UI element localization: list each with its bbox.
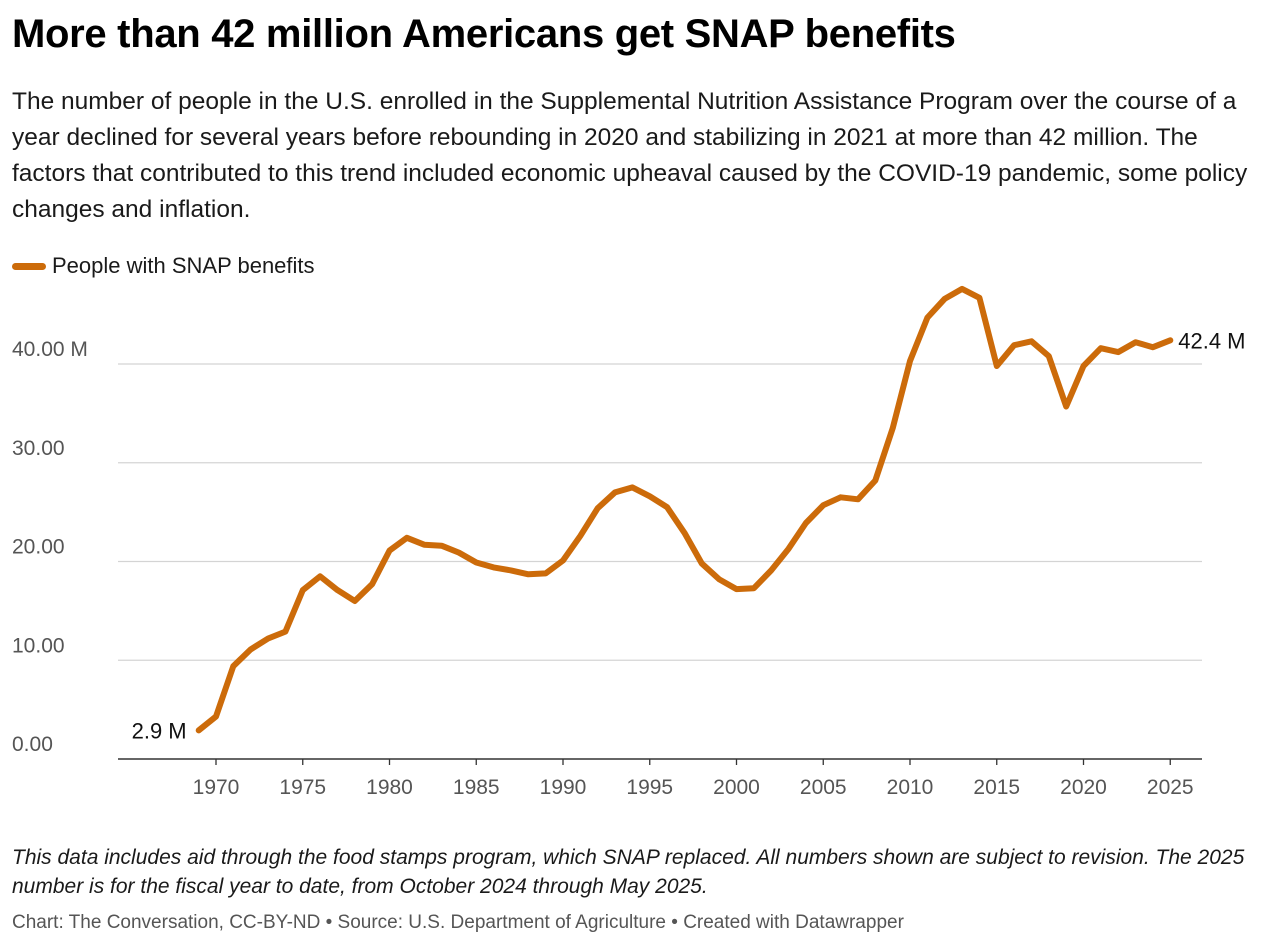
y-tick-label: 10.00 bbox=[12, 634, 65, 657]
x-tick-label: 1970 bbox=[193, 776, 240, 799]
x-tick-label: 2010 bbox=[887, 776, 934, 799]
chart-notes: This data includes aid through the food … bbox=[12, 846, 1245, 898]
line-chart: 0.00 10.00 20.00 30.00 40.00 M 1970 1975 1980 19… bbox=[12, 285, 1246, 799]
x-tick-label: 1975 bbox=[279, 776, 326, 799]
legend-swatch-icon bbox=[12, 262, 46, 270]
x-tick-label: 1985 bbox=[453, 776, 500, 799]
series-line-snap-recipients bbox=[195, 285, 1174, 734]
x-tick-label: 1990 bbox=[540, 776, 587, 799]
x-tick-label: 2015 bbox=[973, 776, 1020, 799]
y-tick-label: 30.00 bbox=[12, 437, 65, 460]
legend-label: People with SNAP benefits bbox=[52, 253, 315, 278]
chart-subtitle: The number of people in the U.S. enrolle… bbox=[12, 88, 1248, 223]
y-tick-label: 40.00 M bbox=[12, 338, 88, 361]
x-tick-label: 2000 bbox=[713, 776, 760, 799]
x-tick-label: 2025 bbox=[1147, 776, 1194, 799]
x-tick-label: 2005 bbox=[800, 776, 847, 799]
chart-title: More than 42 million Americans get SNAP … bbox=[12, 12, 956, 56]
data-label: 2.9 M bbox=[132, 718, 187, 743]
chart-legend: People with SNAP benefits bbox=[12, 253, 315, 279]
y-tick-label: 0.00 bbox=[12, 733, 53, 756]
data-label: 42.4 M bbox=[1178, 328, 1245, 353]
chart-source-footer: Chart: The Conversation, CC-BY-ND • Sour… bbox=[12, 912, 904, 933]
y-tick-label: 20.00 bbox=[12, 536, 65, 559]
x-tick-label: 1980 bbox=[366, 776, 413, 799]
x-tick-label: 2020 bbox=[1060, 776, 1107, 799]
x-tick-label: 1995 bbox=[626, 776, 673, 799]
